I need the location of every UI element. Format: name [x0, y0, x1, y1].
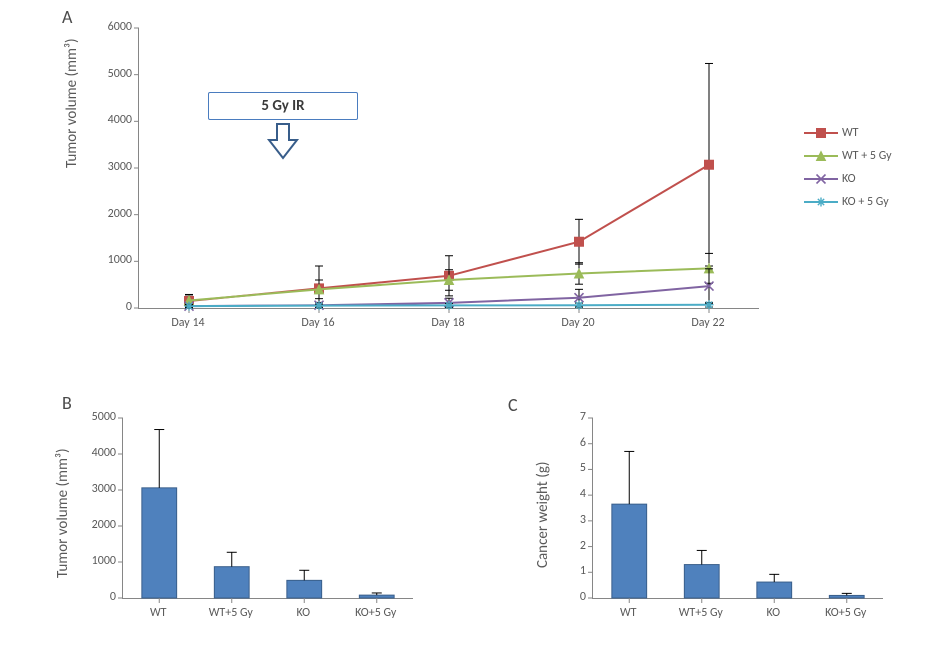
chart-c-ytick: 4	[542, 487, 586, 501]
chart-b-ytick: 2000	[72, 518, 116, 532]
chart-a-ytick: 1000	[86, 253, 132, 267]
chart-b-svg	[123, 418, 413, 598]
chart-c-xtick: WT+5 Gy	[679, 606, 723, 620]
chart-c-ytick: 5	[542, 461, 586, 475]
panel-label-a: A	[62, 6, 72, 28]
chart-c-xtick: WT	[620, 606, 637, 620]
chart-c-svg	[593, 418, 883, 598]
annotation-callout: 5 Gy IR	[208, 92, 358, 162]
chart-c-ytick: 3	[542, 513, 586, 527]
chart-b-ytick: 3000	[72, 482, 116, 496]
chart-a-svg	[139, 28, 759, 308]
chart-a-xtick: Day 22	[691, 316, 724, 330]
chart-c-plot	[592, 418, 883, 599]
chart-a-xtick: Day 14	[171, 316, 204, 330]
chart-c-xtick: KO	[766, 606, 780, 620]
panel-label-c: C	[508, 394, 518, 416]
chart-b-ytick: 1000	[72, 554, 116, 568]
chart-a-xtick: Day 18	[431, 316, 464, 330]
legend-label: KO + 5 Gy	[842, 195, 889, 209]
chart-c-ytick: 6	[542, 436, 586, 450]
chart-a-ytick: 2000	[86, 207, 132, 221]
chart-b-ytick: 0	[72, 590, 116, 604]
chart-b-xtick: KO	[296, 606, 310, 620]
chart-c-xtick: KO+5 Gy	[825, 606, 866, 620]
chart-b: Tumor volume (mm³) 010002000300040005000…	[58, 408, 428, 638]
figure-root: A B C Tumor volume (mm³) 010002000300040…	[0, 0, 952, 666]
chart-b-xtick: WT+5 Gy	[209, 606, 253, 620]
chart-c-ytick: 7	[542, 410, 586, 424]
legend-item: KO + 5 Gy	[804, 194, 944, 210]
annotation-arrow-icon	[263, 122, 303, 162]
chart-b-ytick: 5000	[72, 410, 116, 424]
chart-b-xtick: KO+5 Gy	[355, 606, 396, 620]
chart-a: Tumor volume (mm³) 010002000300040005000…	[78, 18, 778, 348]
chart-a-xtick: Day 16	[301, 316, 334, 330]
chart-a-plot	[138, 28, 759, 309]
annotation-text: 5 Gy IR	[208, 92, 358, 120]
legend-label: WT + 5 Gy	[842, 149, 892, 163]
chart-b-plot	[122, 418, 413, 599]
legend-label: WT	[842, 126, 859, 140]
chart-a-xtick: Day 20	[561, 316, 594, 330]
chart-a-ytick: 5000	[86, 67, 132, 81]
chart-a-ytick: 6000	[86, 20, 132, 34]
chart-b-xtick: WT	[150, 606, 167, 620]
chart-c-ytick: 0	[542, 590, 586, 604]
chart-b-ylabel: Tumor volume (mm³)	[54, 448, 72, 578]
chart-a-legend: WT WT + 5 Gy KO KO + 5 Gy	[804, 118, 944, 217]
chart-c-ytick: 1	[542, 564, 586, 578]
legend-item: WT + 5 Gy	[804, 148, 944, 164]
legend-item: KO	[804, 171, 944, 187]
legend-item: WT	[804, 125, 944, 141]
chart-a-ytick: 3000	[86, 160, 132, 174]
chart-a-ylabel: Tumor volume (mm³)	[63, 38, 81, 168]
chart-b-ytick: 4000	[72, 446, 116, 460]
chart-a-ytick: 0	[86, 300, 132, 314]
chart-c: Cancer weight (g) 01234567 WTWT+5 GyKOKO…	[528, 408, 898, 638]
legend-label: KO	[842, 172, 856, 186]
chart-c-ytick: 2	[542, 539, 586, 553]
chart-a-ytick: 4000	[86, 113, 132, 127]
